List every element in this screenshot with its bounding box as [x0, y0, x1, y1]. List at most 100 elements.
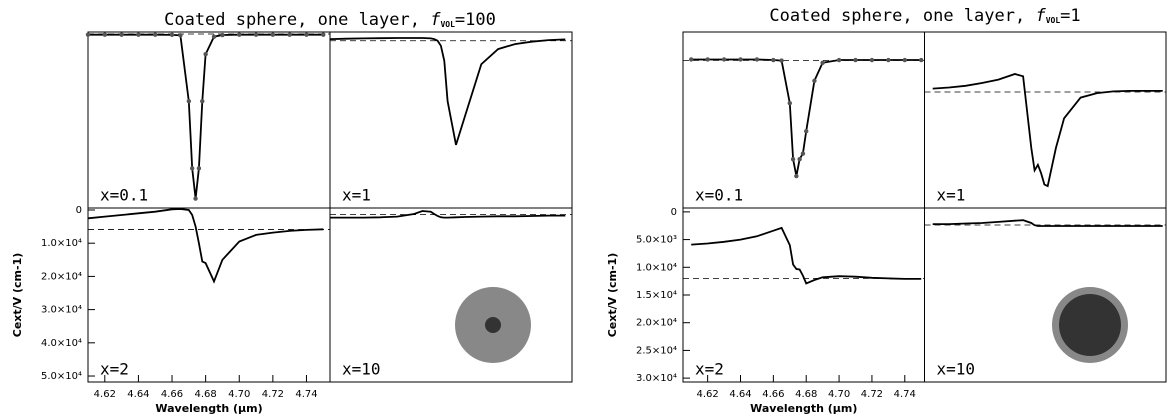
x-tick-label: 4.74: [295, 389, 317, 400]
marker: [721, 57, 727, 62]
panel-frame: [87, 31, 331, 209]
marker: [794, 173, 799, 179]
panel-label: x=1: [342, 186, 371, 205]
x-tick-label: 4.70: [228, 389, 250, 400]
marker: [193, 196, 198, 201]
x-tick-label: 4.64: [127, 389, 149, 400]
marker: [853, 57, 858, 63]
x-tick-label: 4.66: [161, 389, 183, 400]
panel-label: x=10: [342, 360, 381, 379]
marker: [800, 151, 806, 156]
marker: [705, 57, 710, 62]
marker: [304, 32, 309, 37]
x-tick-label: 4.70: [828, 389, 850, 400]
panel-label: x=0.1: [695, 186, 743, 205]
marker: [919, 57, 924, 63]
y-tick-label: 5.0×10³: [636, 235, 677, 246]
x-tick-label: 4.64: [729, 389, 751, 400]
x-tick-label: 4.62: [697, 389, 719, 400]
x-tick-label: 4.68: [795, 389, 817, 400]
chart-title: Coated sphere, one layer, fVOL=100: [164, 10, 496, 30]
marker: [220, 32, 225, 38]
marker: [196, 166, 202, 171]
panel-label: x=1: [937, 186, 966, 205]
marker: [186, 98, 192, 104]
x-tick-label: 4.74: [894, 389, 916, 400]
y-axis-label: Cext/V (cm-1): [11, 253, 24, 338]
x-axis-label: Wavelength (μm): [750, 402, 857, 415]
marker: [200, 98, 205, 104]
marker: [203, 51, 208, 57]
panel-label: x=2: [100, 360, 129, 379]
y-tick-label: 0: [76, 205, 82, 216]
x-axis-label: Wavelength (μm): [155, 402, 262, 415]
marker: [820, 60, 825, 66]
marker: [797, 157, 802, 162]
panel-label: x=2: [695, 360, 724, 379]
x-tick-label: 4.72: [861, 389, 883, 400]
curve: [88, 33, 324, 199]
marker: [85, 32, 91, 37]
x-tick-label: 4.68: [195, 389, 217, 400]
chart-title: Coated sphere, one layer, fVOL=1: [769, 6, 1080, 26]
marker: [886, 57, 891, 63]
marker: [771, 57, 776, 63]
panel-frame: [924, 31, 1167, 209]
curve: [932, 219, 1163, 227]
marker: [211, 34, 217, 39]
marker: [790, 157, 796, 162]
y-tick-label: 5.0×10⁴: [41, 371, 82, 382]
panel-frame: [682, 207, 925, 383]
marker: [136, 32, 141, 37]
y-tick-label: 2.0×10⁴: [636, 318, 677, 329]
curve: [691, 58, 922, 177]
y-tick-label: 3.0×10⁴: [636, 373, 677, 384]
curve: [932, 73, 1163, 188]
y-tick-label: 0: [671, 207, 677, 218]
y-axis-label: Cext/V (cm-1): [606, 253, 619, 338]
marker: [321, 32, 326, 37]
marker: [869, 57, 875, 63]
y-tick-label: 1.0×10⁴: [636, 262, 677, 273]
panel-label: x=10: [937, 360, 976, 379]
marker: [738, 57, 743, 62]
marker: [102, 32, 108, 37]
marker: [804, 129, 809, 134]
marker: [902, 57, 907, 63]
marker: [253, 32, 259, 37]
inset-core: [1059, 294, 1121, 356]
y-tick-label: 2.0×10⁴: [41, 271, 82, 282]
y-tick-label: 2.5×10⁴: [636, 345, 677, 356]
curve: [329, 37, 566, 146]
marker: [270, 32, 276, 37]
curve: [330, 210, 566, 219]
marker: [169, 32, 175, 38]
y-tick-label: 1.5×10⁴: [636, 290, 677, 301]
marker: [689, 57, 694, 62]
y-tick-label: 4.0×10⁴: [41, 338, 82, 349]
marker: [812, 78, 817, 83]
marker: [779, 58, 784, 63]
y-tick-label: 3.0×10⁴: [41, 305, 82, 316]
x-tick-label: 4.66: [762, 389, 784, 400]
marker: [153, 32, 158, 37]
x-tick-label: 4.72: [262, 389, 284, 400]
marker: [189, 166, 195, 171]
curve: [691, 226, 922, 285]
panel-frame: [924, 207, 1167, 383]
marker: [237, 32, 242, 37]
marker: [119, 32, 124, 37]
inset-core: [485, 317, 501, 333]
curve: [87, 208, 324, 284]
marker: [836, 57, 842, 63]
y-tick-label: 1.0×10⁴: [41, 238, 82, 249]
marker: [287, 32, 292, 37]
x-tick-label: 4.62: [94, 389, 116, 400]
panel-label: x=0.1: [100, 186, 148, 205]
panel-frame: [329, 207, 573, 383]
marker: [178, 33, 183, 38]
marker: [754, 57, 760, 62]
panel-frame: [87, 207, 331, 383]
marker: [787, 100, 792, 106]
